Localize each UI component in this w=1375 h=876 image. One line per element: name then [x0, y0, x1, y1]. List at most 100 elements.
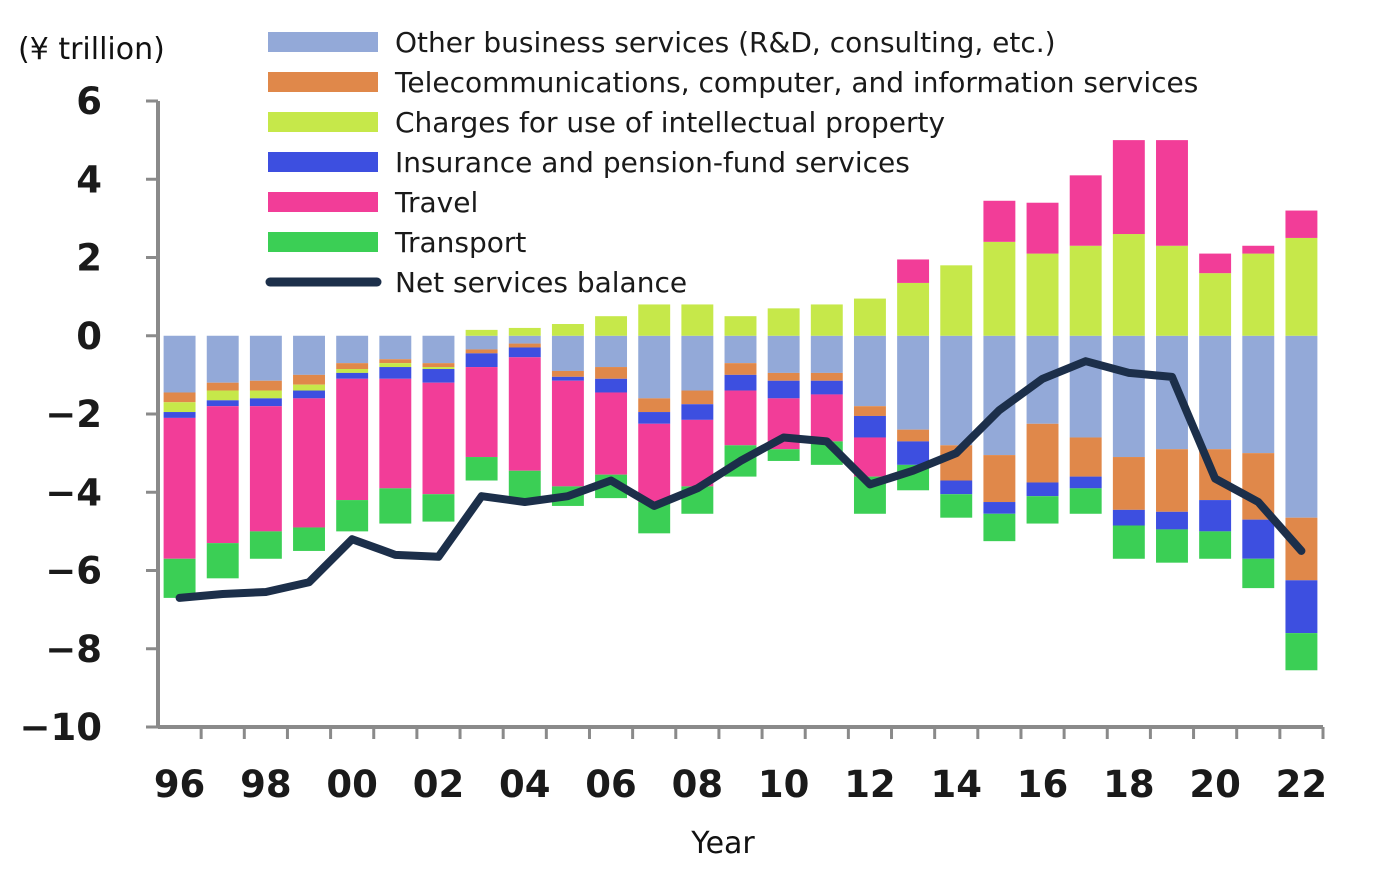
bar-segment — [595, 367, 628, 379]
bar-segment — [940, 335, 973, 446]
bar-segment — [767, 380, 800, 399]
bar-segment — [810, 372, 843, 381]
bar-segment — [336, 500, 369, 532]
legend-swatch — [268, 192, 378, 212]
bar-segment — [724, 363, 757, 375]
bar-segment — [551, 380, 584, 487]
bar-segment — [1199, 500, 1232, 532]
bar-segment — [206, 390, 239, 401]
bar-segment — [206, 543, 239, 579]
bar-segment — [249, 531, 282, 559]
bar-segment — [293, 374, 325, 385]
bar-segment — [379, 335, 412, 360]
bar-segment — [1026, 482, 1059, 497]
bar-segment — [508, 335, 541, 344]
legend-label: Net services balance — [395, 266, 687, 299]
bar-segment — [940, 494, 973, 518]
bar-segment — [206, 406, 239, 544]
x-tick-label: 14 — [930, 763, 982, 806]
bar-segment — [1069, 437, 1102, 477]
x-tick-label: 12 — [844, 763, 896, 806]
bar-segment — [293, 398, 325, 528]
bar-segment — [465, 349, 498, 354]
bar-segment — [336, 372, 369, 379]
bar-segment — [336, 369, 369, 373]
bar-segment — [1156, 511, 1188, 530]
x-tick-label: 22 — [1276, 763, 1328, 806]
bar-segment — [1199, 273, 1232, 336]
x-tick-label: 20 — [1189, 763, 1241, 806]
y-tick-label: −8 — [45, 628, 102, 671]
bar-segment — [1112, 140, 1145, 235]
bar-segment — [336, 378, 369, 501]
bar-segment — [681, 419, 714, 487]
bar-segment — [638, 423, 671, 503]
bar-segment — [681, 404, 714, 420]
bar-segment — [724, 335, 757, 364]
bar-segment — [508, 327, 541, 336]
x-tick-label: 18 — [1103, 763, 1155, 806]
bar-segment — [1026, 496, 1059, 524]
bar-segment — [465, 367, 498, 458]
bar-segment — [810, 335, 843, 373]
bar-segment — [724, 390, 757, 446]
bar-segment — [422, 369, 455, 383]
bar-segment — [249, 398, 282, 407]
legend-swatch — [268, 72, 378, 92]
bar-segment — [336, 335, 369, 364]
bar-segment — [1069, 175, 1102, 246]
bar-segment — [1156, 449, 1188, 512]
bar-segment — [1156, 245, 1188, 336]
bar-segment — [638, 398, 671, 413]
x-tick-label: 00 — [326, 763, 378, 806]
legend-swatch — [268, 112, 378, 132]
bar-segment — [465, 335, 498, 350]
bar-segment — [206, 400, 239, 407]
y-tick-label: −4 — [45, 471, 102, 514]
x-axis-title: Year — [690, 826, 755, 861]
bar-segment — [897, 429, 930, 442]
y-tick-label: −6 — [45, 550, 102, 593]
legend-swatch — [268, 32, 378, 52]
bar-segment — [1242, 245, 1275, 254]
x-tick-label: 96 — [154, 763, 206, 806]
bar-segment — [853, 406, 886, 416]
bar-segment — [983, 200, 1016, 242]
bar-segment — [508, 347, 541, 358]
bar-segment — [897, 282, 930, 336]
bar-segment — [1199, 335, 1232, 450]
bar-segment — [293, 384, 325, 391]
bar-segment — [551, 370, 584, 377]
bar-segment — [1285, 633, 1318, 671]
bar-segment — [1199, 531, 1232, 559]
bar-segment — [249, 380, 282, 391]
bar-segment — [1069, 245, 1102, 336]
bar-segment — [379, 363, 412, 368]
bar-segment — [1112, 457, 1145, 510]
bar-segment — [940, 480, 973, 495]
bar-segment — [767, 335, 800, 373]
y-tick-label: 2 — [76, 237, 102, 280]
bar-segment — [422, 382, 455, 495]
bar-segment — [293, 527, 325, 551]
bar-segment — [1242, 519, 1275, 559]
y-tick-label: 4 — [76, 158, 102, 201]
bar-segment — [853, 335, 886, 407]
bar-segment — [638, 335, 671, 399]
bar-segment — [1026, 423, 1059, 483]
bar-segment — [1285, 580, 1318, 634]
bar-segment — [551, 335, 584, 371]
net-balance-line-group — [175, 357, 1306, 602]
bar-segment — [465, 329, 498, 336]
bar-segment — [379, 378, 412, 489]
y-tick-label: −10 — [20, 706, 103, 749]
bar-segment — [1242, 253, 1275, 336]
legend-swatch — [268, 152, 378, 172]
legend-label: Insurance and pension-fund services — [395, 146, 910, 179]
bar-segment — [1156, 140, 1188, 246]
bar-segment — [638, 304, 671, 336]
bar-segment — [983, 335, 1016, 456]
bar-segment — [595, 392, 628, 475]
bar-segment — [767, 308, 800, 336]
bar-segment — [1026, 253, 1059, 336]
